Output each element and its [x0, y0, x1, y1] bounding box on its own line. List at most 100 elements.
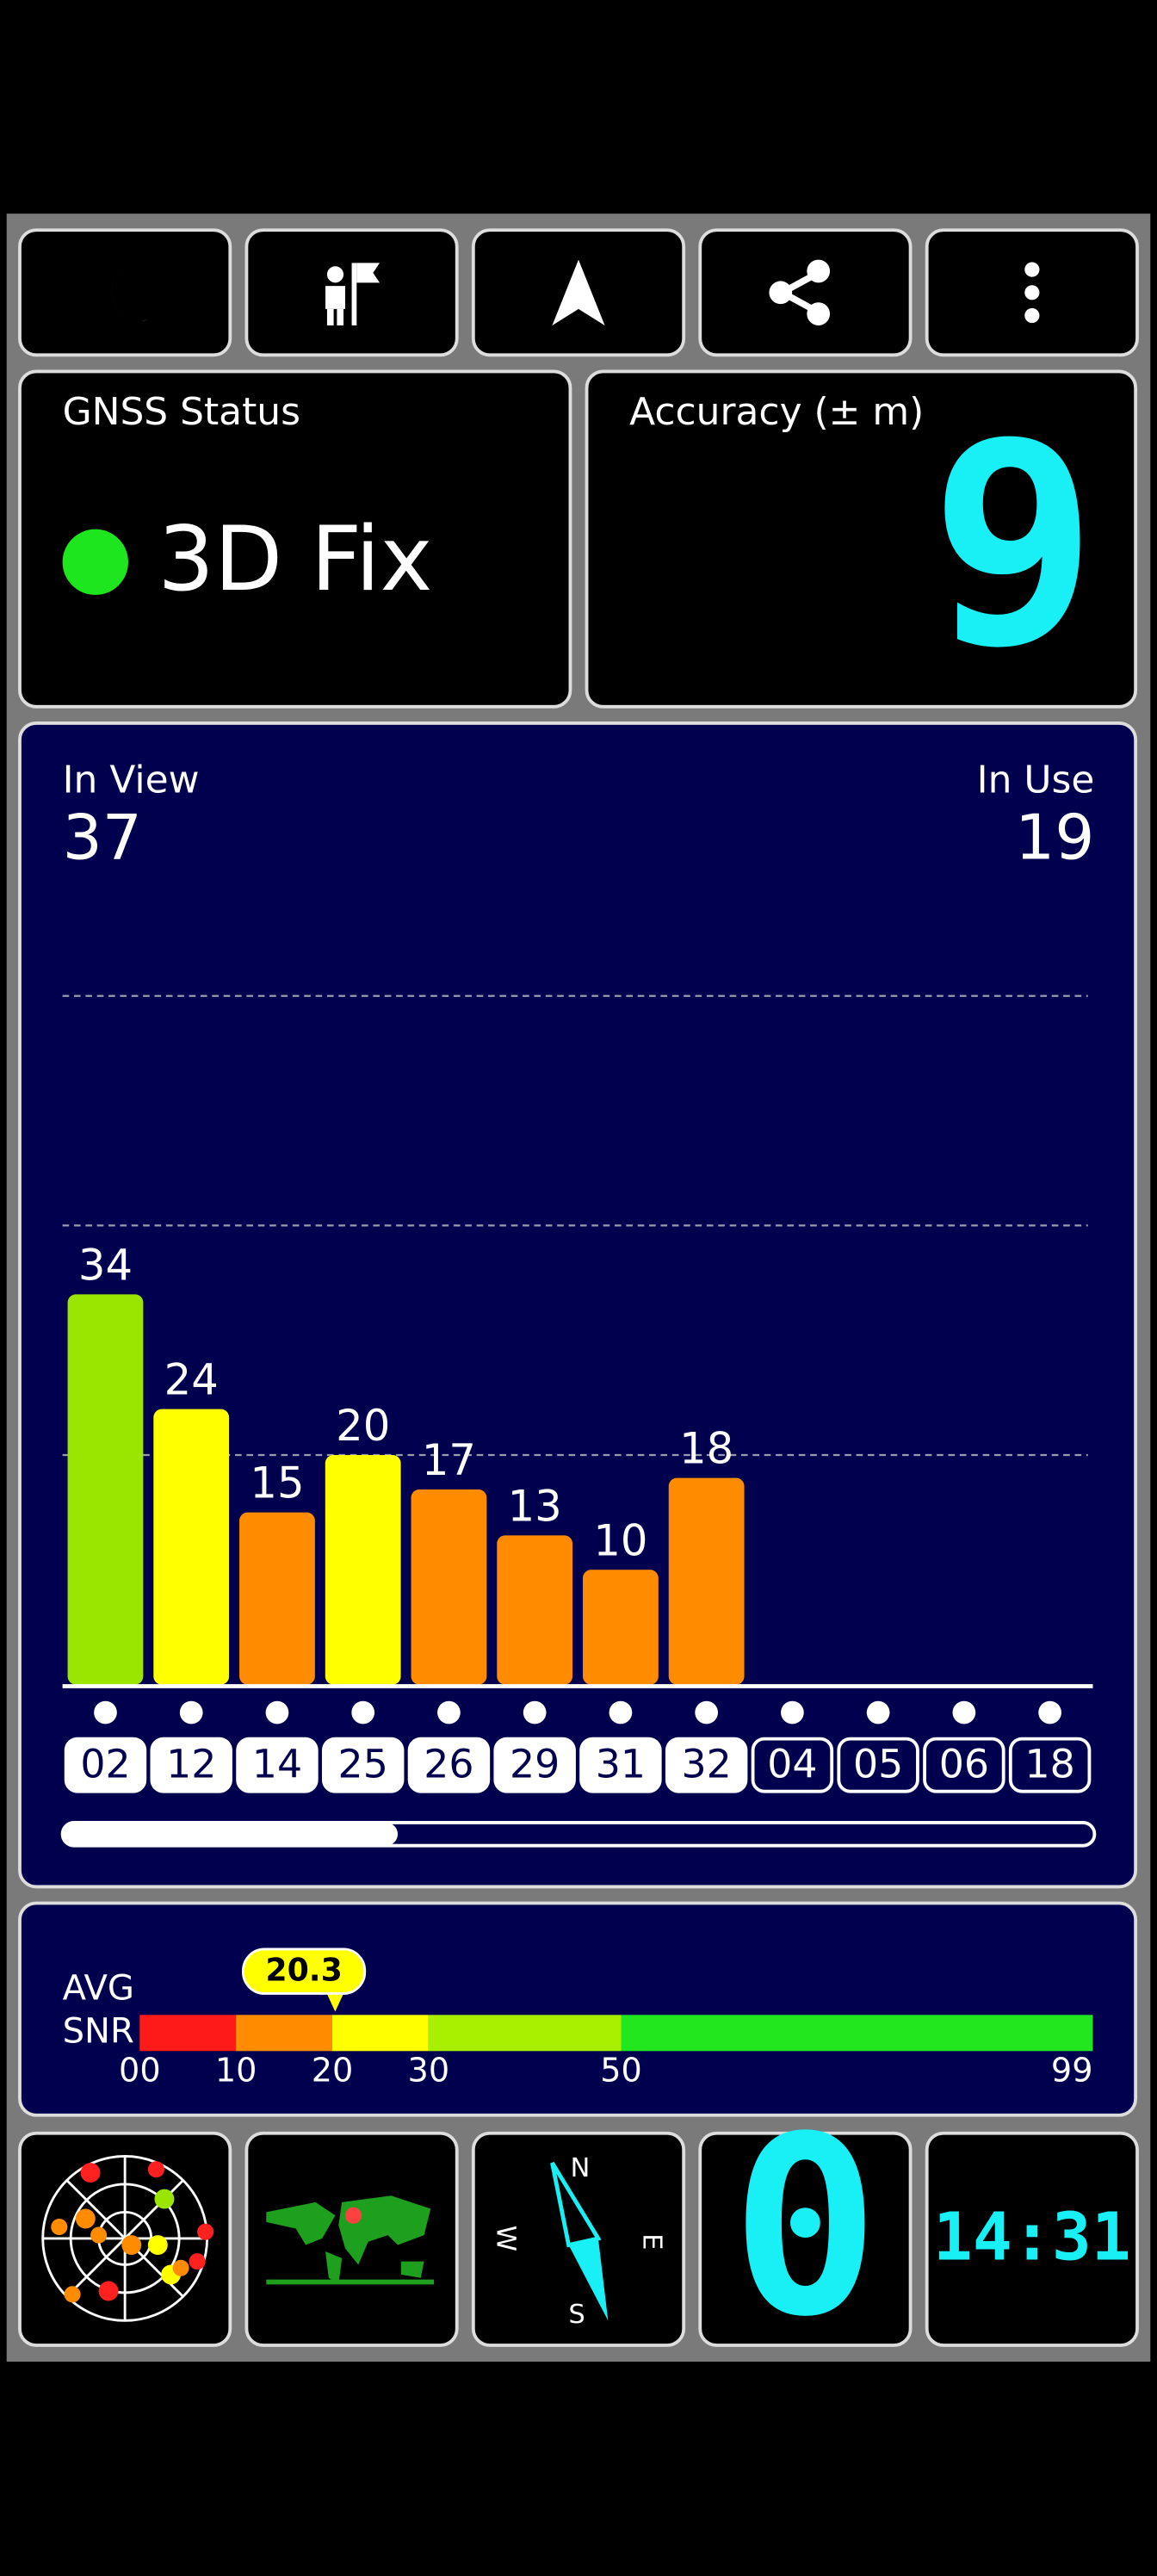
world-map-icon [266, 2195, 435, 2285]
bar-value-label: 24 [164, 1355, 219, 1405]
bar [668, 1477, 745, 1685]
satellite-id-unused [751, 1737, 834, 1793]
compass-north: N [570, 2153, 590, 2183]
bar [67, 1294, 144, 1685]
in-use-label: In Use [977, 759, 1095, 802]
satellite-dot [523, 1700, 547, 1725]
satellite-id-used [407, 1737, 491, 1793]
fix-status: 3D Fix [158, 508, 432, 611]
snr-band [621, 2015, 1093, 2052]
bar-value-label: 10 [593, 1515, 647, 1565]
satellite-id: 12 [166, 1741, 216, 1787]
share-button[interactable] [698, 228, 913, 357]
snr-label: SNR [63, 2011, 134, 2051]
snr-panel [18, 1901, 1138, 2117]
satellite-dot [437, 1700, 461, 1725]
snr-tick-label: 50 [600, 2053, 642, 2090]
satellite-dot [351, 1700, 375, 1725]
in-view-label: In View [63, 759, 200, 802]
satellite-id-used [321, 1737, 405, 1793]
snr-band [139, 2015, 237, 2052]
satellite-id-unused [923, 1737, 1005, 1793]
satellite-id-used [665, 1737, 748, 1793]
snr-tick-label: 00 [119, 2053, 161, 2090]
satellite-id: 26 [424, 1741, 473, 1787]
bar [153, 1409, 230, 1685]
scroll-thumb[interactable] [62, 1822, 399, 1846]
accuracy-value: 9 [930, 382, 1098, 708]
satellite-dot [179, 1700, 203, 1725]
compass-south: S [568, 2300, 585, 2330]
avg-value: 20.3 [265, 1952, 342, 1989]
share-icon [769, 259, 831, 325]
bar [583, 1570, 659, 1685]
satellite-id: 02 [80, 1741, 130, 1787]
satellite-id-used [579, 1737, 662, 1793]
satellite-id: 18 [1024, 1741, 1074, 1787]
snr-tick-label: 20 [312, 2053, 354, 2090]
accuracy-title: Accuracy (± m) [629, 390, 924, 434]
bar [239, 1512, 315, 1685]
bar-value-label: 15 [250, 1458, 304, 1508]
in-use-count: 19 [1015, 802, 1094, 874]
speed-tile[interactable] [698, 2131, 913, 2347]
bar-value-label: 18 [679, 1424, 733, 1474]
satellite-id-used [493, 1737, 576, 1793]
bar [325, 1455, 401, 1685]
bar-value-label: 17 [422, 1435, 476, 1485]
compass-needle-south [568, 2238, 609, 2321]
satellite-id-unused [837, 1737, 919, 1793]
snr-tick-label: 10 [215, 2053, 257, 2090]
satellite-id: 31 [596, 1741, 646, 1787]
satellite-dot [94, 1700, 117, 1725]
compass-east: E [636, 2233, 666, 2250]
satellite-dot [1038, 1700, 1061, 1725]
satellite-id: 05 [853, 1741, 903, 1787]
snr-band [236, 2015, 332, 2052]
avg-marker [325, 1990, 345, 2012]
compass-west: W [491, 2226, 521, 2251]
gnss-status-title: GNSS Status [63, 390, 300, 434]
night-mode-button[interactable] [18, 228, 232, 357]
snr-tick-label: 99 [1051, 2053, 1093, 2090]
satellite-dot [781, 1700, 804, 1725]
in-view-count: 37 [63, 802, 142, 874]
bar [497, 1535, 573, 1685]
toolbar [18, 228, 1139, 357]
satellite-dot [952, 1700, 976, 1725]
snr-band [331, 2015, 429, 2052]
bar [411, 1489, 487, 1685]
arrow-icon [552, 259, 605, 325]
satellite-id: 32 [682, 1741, 732, 1787]
satellite-id-used [236, 1737, 319, 1793]
speed-value: 0 [731, 2084, 879, 2371]
satellite-dot [866, 1700, 890, 1725]
satellite-id-used [150, 1737, 232, 1793]
satellite-id: 25 [338, 1741, 388, 1787]
satellite-id: 06 [939, 1741, 989, 1787]
satellite-id: 14 [252, 1741, 302, 1787]
snr-tick-label: 30 [408, 2053, 450, 2090]
satellite-id: 29 [510, 1741, 560, 1787]
fix-indicator [62, 529, 128, 596]
bar-value-label: 13 [508, 1481, 562, 1531]
bar-value-label: 34 [78, 1240, 133, 1290]
satellite-id: 04 [767, 1741, 817, 1787]
menu-icon [1024, 262, 1040, 324]
snr-band [428, 2015, 622, 2052]
bar-value-label: 20 [336, 1401, 390, 1451]
satellite-id-used [64, 1737, 147, 1793]
satellite-dot [609, 1700, 633, 1725]
accuracy-tile [585, 369, 1138, 709]
satellite-dot [265, 1700, 289, 1725]
avg-bubble [242, 1947, 367, 1995]
skyplot-satellites [51, 2161, 214, 2303]
avg-label: AVG [63, 1969, 134, 2009]
satellite-id-unused [1008, 1737, 1092, 1793]
clock-tile[interactable] [925, 2131, 1139, 2347]
satellite-dot [695, 1700, 719, 1725]
clock-time: 14:31 [933, 2200, 1131, 2276]
person-flag-icon [325, 263, 381, 325]
